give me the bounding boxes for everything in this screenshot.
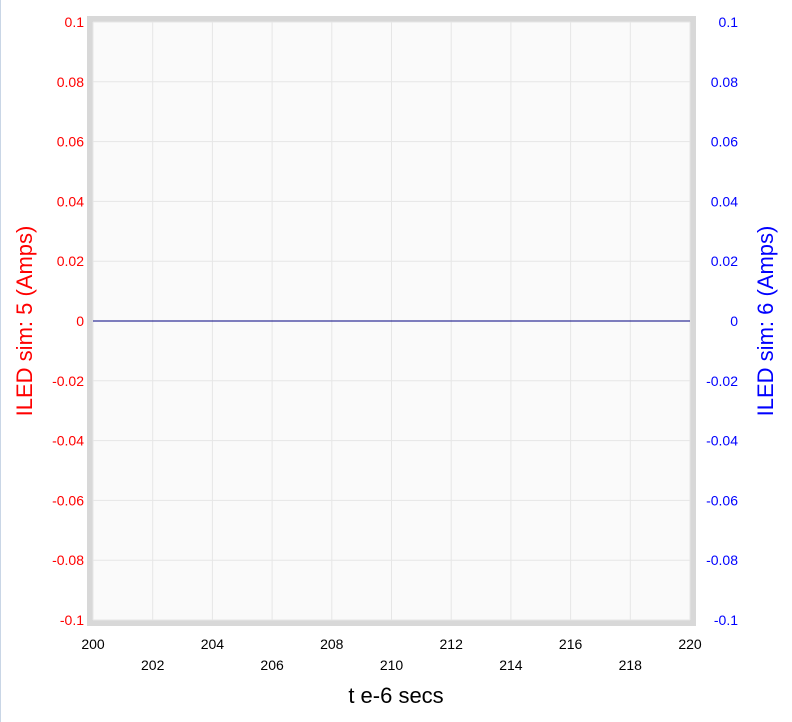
left-tick-label: -0.08	[52, 552, 84, 568]
x-tick-label: 220	[678, 636, 702, 652]
left-tick-label: -0.06	[52, 492, 84, 508]
x-tick-label: 216	[559, 636, 583, 652]
x-tick-label: 200	[81, 636, 105, 652]
right-tick-label: -0.06	[706, 492, 738, 508]
left-tick-label: 0	[76, 313, 84, 329]
x-tick-label: 206	[260, 657, 284, 673]
right-tick-label: -0.04	[706, 433, 738, 449]
right-tick-label: -0.08	[706, 552, 738, 568]
left-tick-label: 0.08	[57, 74, 84, 90]
right-tick-label: 0.04	[711, 193, 738, 209]
x-tick-label: 214	[499, 657, 523, 673]
x-axis-title: t e-6 secs	[348, 683, 443, 708]
x-tick-label: 202	[141, 657, 165, 673]
x-tick-label: 204	[201, 636, 225, 652]
right-tick-label: 0.06	[711, 134, 738, 150]
x-tick-label: 212	[440, 636, 464, 652]
left-tick-label: 0.02	[57, 253, 84, 269]
left-tick-label: 0.06	[57, 134, 84, 150]
left-y-axis: 0.1 0.08 0.06 0.04 0.02 0 -0.02 -0.04 -0.06 -0.08…	[52, 14, 84, 628]
left-tick-label: -0.04	[52, 433, 84, 449]
left-tick-label: 0.1	[65, 14, 85, 30]
left-tick-label: -0.02	[52, 373, 84, 389]
right-tick-label: 0.02	[711, 253, 738, 269]
right-tick-label: -0.1	[714, 612, 738, 628]
right-y-axis: 0.1 0.08 0.06 0.04 0.02 0 -0.02 -0.04 -0.06 -0.08…	[706, 14, 738, 628]
right-tick-label: 0	[730, 313, 738, 329]
left-tick-label: -0.1	[60, 612, 84, 628]
left-axis-title: ILED sim: 5 (Amps)	[12, 226, 37, 417]
right-axis-title: ILED sim: 6 (Amps)	[753, 226, 778, 417]
right-tick-label: 0.1	[719, 14, 739, 30]
left-tick-label: 0.04	[57, 193, 84, 209]
right-tick-label: 0.08	[711, 74, 738, 90]
x-tick-label: 218	[619, 657, 643, 673]
x-axis: 200 202 204 206 208 210 212 214 216 218 220	[81, 636, 702, 673]
x-tick-label: 210	[380, 657, 404, 673]
right-tick-label: -0.02	[706, 373, 738, 389]
x-tick-label: 208	[320, 636, 344, 652]
window-edge	[0, 0, 1, 722]
